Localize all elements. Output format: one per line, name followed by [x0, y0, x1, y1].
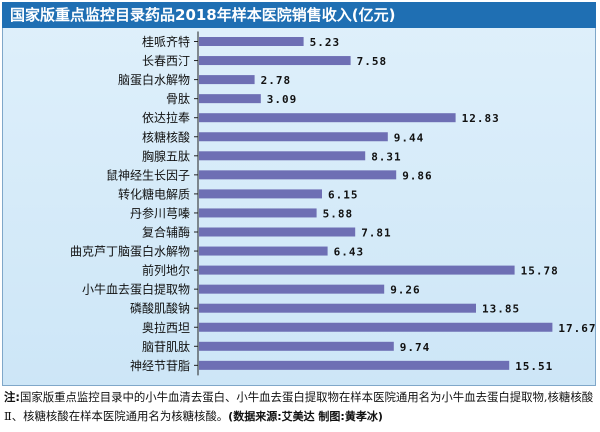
bar: [199, 360, 510, 370]
data-label: 5.88: [323, 207, 354, 220]
category-label: 鼠神经生长因子: [106, 168, 190, 182]
bar: [199, 189, 322, 199]
category-label: 胸腺五肽: [142, 148, 190, 163]
category-label: 曲克芦丁脑蛋白水解物: [70, 244, 190, 259]
footnote-source: (数据来源:艾美达 制图:黄孝冰): [228, 410, 383, 423]
category-label: 复合辅酶: [142, 225, 190, 240]
category-label: 脑蛋白水解物: [118, 72, 190, 87]
data-label: 9.26: [390, 284, 421, 297]
category-label: 小牛血去蛋白提取物: [82, 282, 190, 297]
data-label: 3.09: [267, 93, 298, 106]
category-label: 磷酸肌酸钠: [130, 301, 190, 316]
category-label: 核糖核酸: [142, 129, 190, 144]
bar: [199, 341, 394, 351]
bar: [199, 227, 356, 237]
bar: [199, 113, 456, 123]
bar: [199, 56, 351, 66]
bar: [199, 132, 388, 142]
data-label: 2.78: [261, 74, 292, 87]
data-label: 13.85: [482, 303, 520, 316]
bar: [199, 37, 304, 46]
category-label: 脑苷肌肽: [142, 339, 190, 354]
footnote-text: 国家版重点监控目录中的小牛血清去蛋白、小牛血去蛋白提取物在样本医院通用名为小牛血…: [4, 390, 594, 423]
data-label: 17.67: [558, 322, 596, 335]
data-label: 6.15: [328, 188, 359, 201]
bar: [199, 284, 385, 294]
category-label: 骨肽: [166, 91, 190, 106]
category-label: 转化糖电解质: [118, 186, 190, 201]
category-label: 依达拉奉: [142, 110, 190, 125]
bar: [199, 322, 553, 332]
category-label: 神经节苷脂: [130, 358, 190, 373]
data-label: 9.44: [394, 131, 425, 144]
chart-title: 国家版重点监控目录药品2018年样本医院销售收入(亿元): [2, 2, 596, 28]
data-label: 6.43: [334, 246, 365, 259]
category-label: 前列地尔: [142, 263, 190, 278]
bar: [199, 265, 515, 275]
bar: [199, 303, 476, 313]
data-label: 9.86: [402, 169, 433, 182]
footnote-prefix: 注:: [4, 390, 20, 404]
data-label: 5.23: [310, 36, 341, 49]
category-label: 桂哌齐特: [142, 34, 190, 49]
category-label: 丹参川芎嗪: [130, 205, 190, 220]
bar: [199, 246, 328, 256]
bar: [199, 151, 366, 161]
data-label: 15.51: [515, 360, 553, 373]
data-label: 15.78: [521, 265, 559, 278]
data-label: 7.58: [357, 55, 388, 68]
data-label: 8.31: [371, 150, 402, 163]
category-label: 长春西汀: [142, 54, 190, 68]
data-label: 7.81: [361, 227, 392, 240]
bar: [199, 170, 397, 180]
bar-chart: 桂哌齐特 5.23 长春西汀 7.58 脑蛋白水解物 2.78 骨肽 3.09 依达拉奉 12.8…: [70, 31, 596, 376]
footnote: 注:国家版重点监控目录中的小牛血清去蛋白、小牛血去蛋白提取物在样本医院通用名为小…: [4, 388, 596, 426]
bar: [199, 75, 255, 85]
data-label: 12.83: [462, 112, 500, 125]
bar: [199, 94, 261, 104]
bar: [199, 208, 317, 218]
category-label: 奥拉西坦: [142, 320, 190, 335]
data-label: 9.74: [400, 341, 431, 354]
